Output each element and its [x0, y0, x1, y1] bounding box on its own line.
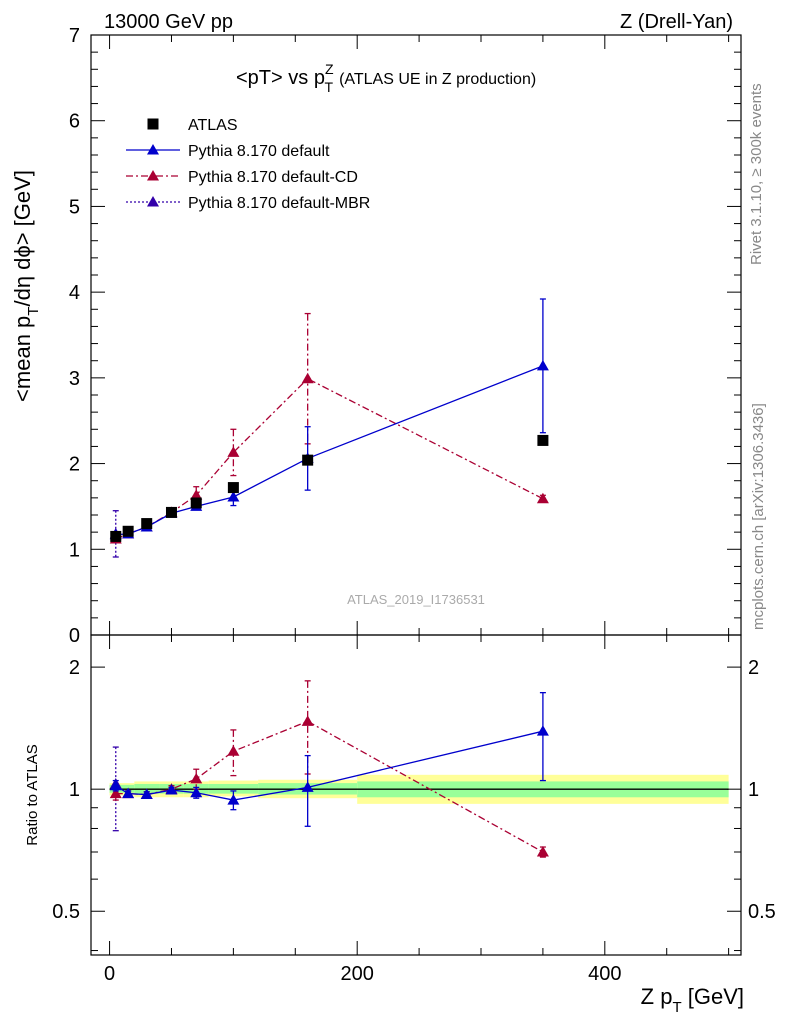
main-series-0-point — [165, 506, 177, 518]
main-title: <pT> vs pZ T (ATLAS UE in Z production) — [236, 61, 536, 95]
xlabel-sub: T — [672, 999, 681, 1016]
main-ylabel: <mean pT/dη dϕ> [GeV] — [10, 170, 42, 402]
main-ytick-label: 2 — [69, 454, 80, 476]
main-title-text: <pT> vs p — [236, 67, 325, 89]
ratio-ytick-label-left: 1 — [69, 779, 80, 801]
main-series-1-line — [115, 365, 544, 536]
ratio-ylabel: Ratio to ATLAS — [24, 744, 41, 845]
legend-label: Pythia 8.170 default-MBR — [188, 195, 370, 212]
main-ytick-label: 5 — [69, 196, 80, 218]
legend-marker — [147, 118, 159, 130]
ratio-series-1-point — [227, 745, 240, 756]
main-title-note: (ATLAS UE in Z production) — [339, 71, 536, 88]
main-series-2-point — [190, 489, 203, 500]
header-right: Z (Drell-Yan) — [620, 11, 733, 33]
main-title-sub: T — [325, 79, 334, 95]
rivet-label: Rivet 3.1.10, ≥ 300k events — [748, 83, 765, 265]
ratio-series-0-point — [140, 788, 153, 800]
ratio-series-1-point — [109, 787, 122, 799]
ratio-series-0-point — [190, 786, 203, 798]
ratio-series-0-point — [122, 787, 135, 799]
main-ytick-label: 3 — [69, 368, 80, 390]
xlabel-b: [GeV] — [682, 984, 744, 1009]
main-series-0-point — [302, 454, 314, 466]
main-series-0-point — [141, 518, 153, 530]
ratio-panel: 0 200 400 0.5 0.5 1 1 2 2 Ratio to ATLAS Z pT [G… — [24, 634, 776, 1016]
main-ytick-label: 7 — [69, 25, 80, 47]
legend-marker — [147, 170, 159, 181]
main-ticks: 0 1 2 3 4 5 6 7 — [69, 25, 741, 647]
ratio-ytick-label-right: 2 — [748, 657, 759, 679]
ratio-ytick-label-left: 2 — [69, 657, 80, 679]
legend-marker — [147, 144, 159, 155]
ratio-bands — [109, 774, 729, 804]
main-series-2-point — [301, 372, 314, 384]
main-series-0-point — [122, 525, 134, 537]
ratio-series-1-point — [536, 845, 549, 857]
ratio-ytick-label-right: 1 — [748, 779, 759, 801]
ratio-ytick-label-left: 0.5 — [52, 901, 80, 923]
main-series-0-point — [227, 482, 239, 494]
x-tick-label: 0 — [104, 963, 115, 985]
main-title-sup: Z — [325, 61, 334, 77]
main-series-1-point — [227, 491, 240, 502]
ratio-frame — [90, 634, 742, 956]
ratio-series-1-point — [301, 715, 314, 726]
ratio-series-1-point — [190, 772, 203, 784]
legend-label: ATLAS — [188, 117, 238, 134]
main-ytick-label: 6 — [69, 111, 80, 133]
ratio-marks — [109, 680, 549, 858]
watermark: ATLAS_2019_I1736531 — [347, 592, 485, 607]
main-ylabel-b: /dη dϕ> [GeV] — [10, 170, 35, 306]
ratio-series-0-point — [301, 781, 314, 792]
main-ylabel-sub: T — [25, 307, 42, 316]
main-series-0-point — [190, 497, 202, 509]
main-ytick-label: 4 — [69, 282, 80, 304]
ratio-series-0-point — [165, 784, 178, 795]
x-tick-label: 200 — [341, 963, 374, 985]
main-series-2-point — [227, 446, 240, 457]
legend: ATLAS Pythia 8.170 default Pythia 8.170 de… — [126, 117, 370, 212]
x-axis-label: Z pT [GeV] — [641, 984, 744, 1016]
main-series-1-point — [536, 359, 549, 371]
main-panel: <pT> vs pZ T (ATLAS UE in Z production) <m… — [10, 25, 742, 647]
ratio-ticks: 0 200 400 0.5 0.5 1 1 2 2 — [52, 635, 776, 985]
ratio-ytick-label-right: 0.5 — [748, 901, 776, 923]
ratio-series-0-point — [109, 779, 122, 791]
ratio-series-0-point — [536, 725, 549, 736]
main-ytick-label: 0 — [69, 625, 80, 647]
main-series-0-point — [110, 530, 122, 542]
main-marks — [109, 298, 549, 558]
main-ytick-label: 1 — [69, 539, 80, 561]
ratio-series-0-point — [227, 794, 240, 805]
main-series-2-point — [536, 492, 549, 504]
xlabel-a: Z p — [641, 984, 673, 1009]
main-series-2-line — [115, 377, 544, 540]
header-left: 13000 GeV pp — [104, 11, 233, 33]
mcplots-label: mcplots.cern.ch [arXiv:1306.3436] — [750, 403, 767, 630]
legend-label: Pythia 8.170 default-CD — [188, 169, 358, 186]
x-tick-label: 400 — [588, 963, 621, 985]
legend-marker — [147, 196, 159, 207]
legend-label: Pythia 8.170 default — [188, 143, 330, 160]
main-series-0-point — [537, 434, 549, 446]
main-ylabel-a: <mean p — [10, 316, 35, 402]
